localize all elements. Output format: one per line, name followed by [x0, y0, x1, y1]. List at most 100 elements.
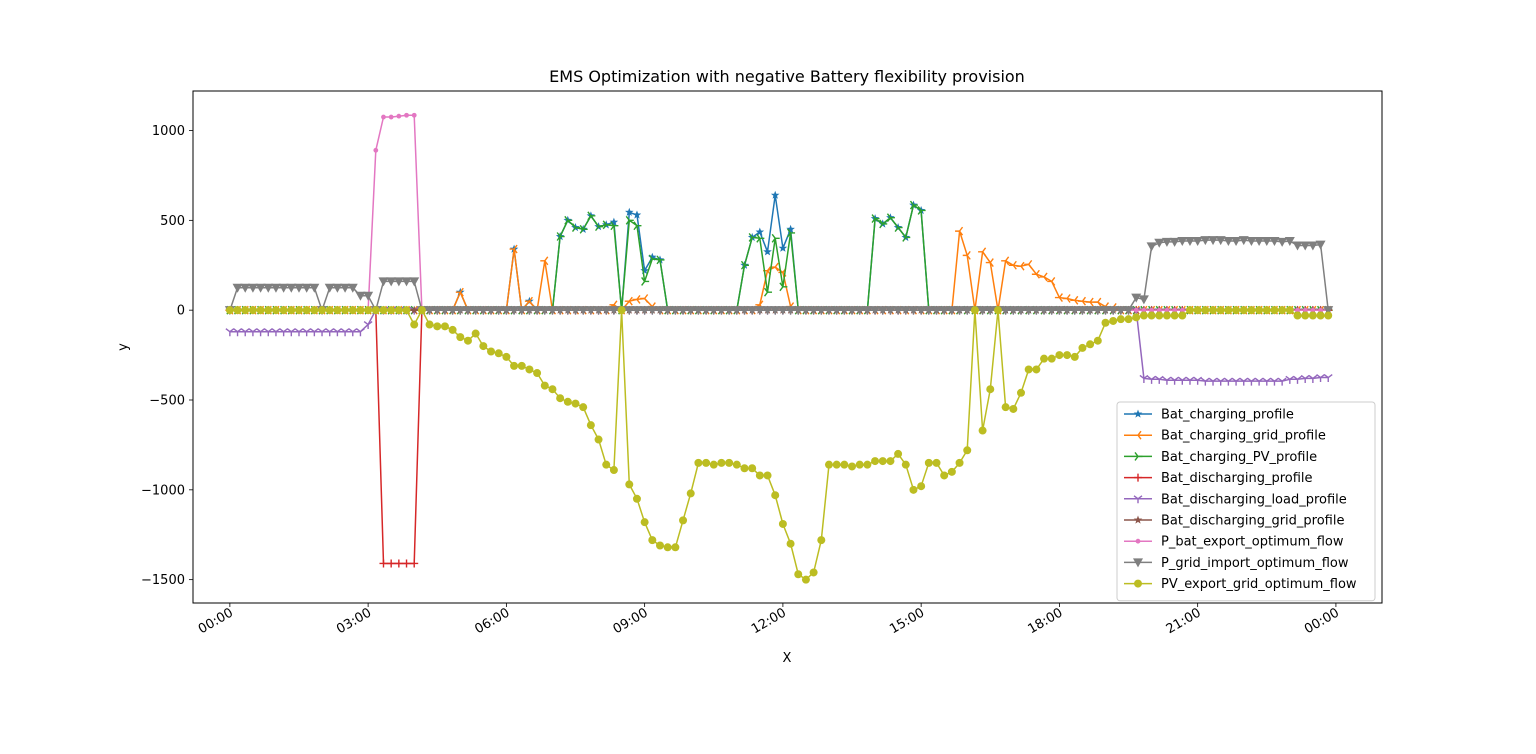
data-point: [1031, 306, 1042, 316]
data-point: [1124, 315, 1133, 324]
data-point: [932, 458, 941, 467]
data-point: [1315, 240, 1326, 250]
chart-title: EMS Optimization with negative Battery f…: [549, 67, 1025, 86]
data-point: [1201, 306, 1210, 315]
data-point: [640, 294, 649, 303]
data-point: [1270, 306, 1279, 315]
data-point: [709, 460, 718, 469]
data-point: [731, 306, 742, 316]
data-point: [232, 283, 243, 293]
y-tick-label: −1500: [141, 573, 185, 588]
y-tick-label: 0: [177, 304, 185, 319]
data-point: [785, 306, 796, 316]
data-point: [1302, 307, 1308, 313]
data-point: [878, 457, 887, 466]
series-layer: [224, 112, 1334, 584]
legend-marker: [1133, 430, 1142, 440]
data-point: [740, 464, 749, 473]
data-point: [962, 250, 971, 260]
data-point: [255, 283, 266, 293]
legend-entry: Bat_discharging_grid_profile: [1124, 514, 1344, 529]
data-point: [1100, 306, 1111, 316]
data-point: [909, 200, 918, 210]
data-point: [478, 306, 489, 316]
data-point: [270, 283, 281, 293]
data-point: [1063, 351, 1072, 360]
data-point: [656, 255, 665, 265]
data-point: [885, 306, 896, 316]
series-PV_export_grid_optimum_flow: [225, 306, 1333, 584]
data-point: [433, 322, 442, 331]
data-point: [425, 320, 434, 329]
data-point: [516, 306, 527, 316]
data-point: [1300, 241, 1311, 251]
data-point: [639, 306, 650, 316]
data-point: [1308, 374, 1318, 383]
data-point: [871, 214, 880, 223]
data-point: [1077, 306, 1088, 316]
data-point: [263, 283, 274, 293]
data-point: [993, 306, 1002, 315]
data-point: [479, 342, 488, 351]
data-point: [1109, 316, 1118, 325]
data-point: [381, 114, 386, 120]
data-point: [1108, 306, 1119, 316]
data-point: [901, 460, 910, 469]
data-point: [341, 306, 350, 315]
data-point: [1055, 351, 1064, 360]
data-point: [388, 114, 394, 120]
data-point: [755, 471, 764, 480]
data-point: [1284, 237, 1295, 247]
data-point: [402, 306, 411, 315]
data-point: [931, 306, 942, 316]
data-point: [763, 247, 772, 256]
data-point: [863, 460, 872, 469]
data-point: [593, 306, 604, 316]
data-point: [348, 306, 357, 315]
data-point: [809, 568, 818, 577]
data-point: [1133, 307, 1139, 313]
data-point: [532, 306, 543, 316]
data-point: [487, 347, 496, 356]
data-point: [1316, 311, 1325, 320]
legend-label: Bat_discharging_load_profile: [1161, 492, 1347, 507]
data-point: [848, 462, 857, 471]
data-point: [1247, 306, 1256, 315]
data-point: [632, 294, 641, 304]
data-point: [1131, 293, 1142, 303]
data-point: [1032, 365, 1041, 374]
data-point: [340, 283, 351, 293]
data-point: [855, 460, 864, 469]
data-point: [923, 306, 934, 316]
data-point: [1138, 295, 1149, 305]
data-point: [625, 207, 634, 216]
data-point: [1085, 306, 1096, 316]
data-point: [364, 306, 373, 315]
data-point: [1009, 404, 1018, 413]
legend-marker: [1134, 473, 1142, 482]
data-point: [1092, 306, 1103, 316]
data-point: [832, 460, 841, 469]
data-point: [601, 306, 612, 316]
data-point: [562, 306, 573, 316]
data-point: [1116, 315, 1125, 324]
data-point: [625, 480, 634, 489]
data-point: [1154, 375, 1164, 384]
data-point: [1232, 306, 1241, 315]
data-point: [917, 482, 926, 491]
legend-marker: [1134, 579, 1142, 588]
data-point: [1224, 306, 1233, 315]
data-point: [501, 306, 512, 316]
data-point: [678, 306, 689, 316]
data-point: [786, 539, 795, 548]
y-tick-label: −500: [149, 393, 185, 408]
data-point: [1062, 294, 1071, 303]
data-point: [510, 361, 519, 370]
data-point: [717, 458, 726, 467]
data-point: [1093, 297, 1102, 307]
data-point: [563, 397, 572, 406]
data-point: [411, 112, 417, 118]
data-point: [225, 306, 234, 315]
data-point: [694, 458, 703, 467]
data-point: [624, 306, 635, 316]
